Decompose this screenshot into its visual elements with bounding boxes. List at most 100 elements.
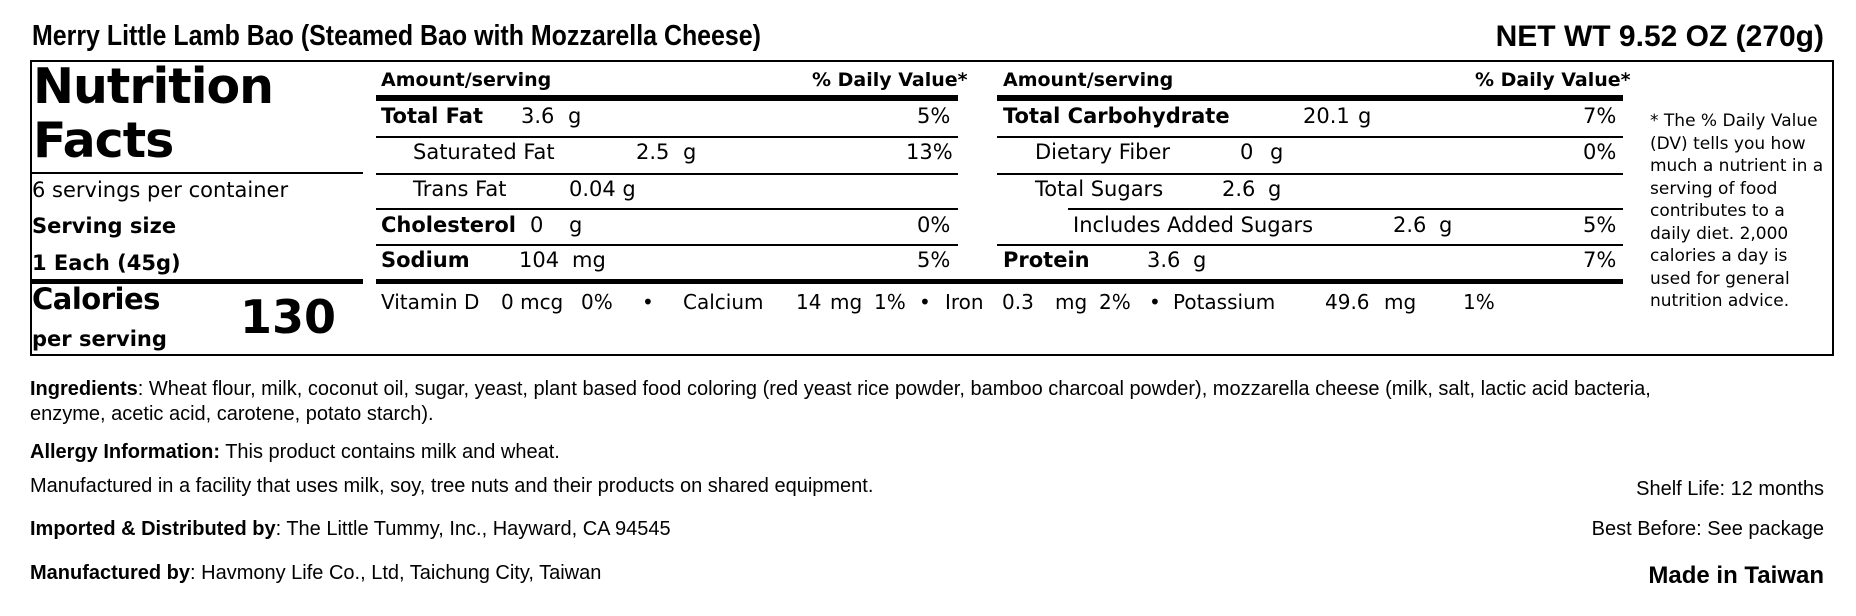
nutrient-unit: g: [683, 140, 697, 164]
per-serving-label: per serving: [32, 327, 167, 351]
nutrient-amount: 104: [519, 248, 560, 272]
serving-size-value: 1 Each (45g): [32, 251, 181, 275]
nutrient-amount: 0: [1240, 140, 1254, 164]
nutrient-dv: 7%: [1583, 104, 1617, 128]
serving-size-label: Serving size: [32, 214, 177, 238]
right-amount-header: Amount/serving: [1003, 69, 1174, 91]
iron-dv: 2%: [1099, 290, 1131, 314]
calcium-amount: 14: [796, 290, 822, 314]
thick-divider: [376, 95, 958, 101]
nutrient-label: Total Carbohydrate: [1003, 104, 1230, 128]
nutrient-unit: mg: [572, 248, 606, 272]
ingredients-line-1: Ingredients: Wheat flour, milk, coconut …: [30, 378, 1651, 401]
nutrient-dv: 5%: [1583, 213, 1617, 237]
nutrient-label: Saturated Fat: [413, 140, 555, 164]
potassium-unit: mg: [1384, 290, 1417, 314]
potassium-amount: 49.6: [1325, 290, 1370, 314]
calories-value: 130: [240, 290, 337, 344]
nutrient-dv: 0%: [1583, 140, 1617, 164]
iron-amount: 0.3: [1002, 290, 1034, 314]
nutrient-label: Total Fat: [381, 104, 484, 128]
nutrient-unit: g: [569, 213, 583, 237]
iron-label: Iron: [945, 290, 984, 314]
row-divider: [997, 244, 1623, 246]
nutrient-label: Trans Fat: [413, 177, 507, 201]
nutrient-label: Protein: [1003, 248, 1090, 272]
row-divider: [1068, 208, 1623, 210]
heading-line-2: Facts: [33, 112, 174, 169]
bullet-separator: •: [919, 290, 931, 314]
divider: [30, 172, 363, 174]
bullet-separator: •: [1149, 290, 1161, 314]
heading-line-1: Nutrition: [33, 58, 274, 115]
ingredients-text: : Wheat flour, milk, coconut oil, sugar,…: [137, 378, 1651, 400]
calcium-label: Calcium: [683, 290, 764, 314]
nutrient-amount: 2.6: [1393, 213, 1427, 237]
nutrient-label: Sodium: [381, 248, 470, 272]
facility-statement: Manufactured in a facility that uses mil…: [30, 475, 874, 497]
nutrient-dv: 0%: [917, 213, 951, 237]
nutrient-label: Dietary Fiber: [1035, 140, 1171, 164]
row-divider: [997, 173, 1623, 175]
calories-label: Calories: [32, 282, 160, 316]
potassium-label: Potassium: [1173, 290, 1276, 314]
thick-divider: [30, 279, 363, 284]
ingredients-label: Ingredients: [30, 378, 138, 400]
nutrient-label: Cholesterol: [381, 213, 516, 237]
imported-text: : The Little Tummy, Inc., Hayward, CA 94…: [275, 518, 671, 540]
nutrient-dv: 5%: [917, 248, 951, 272]
nutrient-dv: 5%: [917, 104, 951, 128]
nutrition-panel: [30, 60, 1834, 356]
nutrient-label: Includes Added Sugars: [1073, 213, 1314, 237]
allergy-text: This product contains milk and wheat.: [220, 441, 560, 463]
product-title: Merry Little Lamb Bao (Steamed Bao with …: [32, 20, 761, 52]
daily-value-footnote: * The % Daily Value (DV) tells you how m…: [1650, 111, 1824, 311]
allergy-information: Allergy Information: This product contai…: [30, 441, 560, 464]
manufactured-label: Manufactured by: [30, 562, 191, 584]
nutrient-amount: 3.6: [521, 104, 555, 128]
vitamin-d-amount: 0 mcg: [501, 290, 564, 314]
row-divider: [376, 173, 958, 175]
imported-distributed-by: Imported & Distributed by: The Little Tu…: [30, 518, 671, 541]
nutrient-unit: g: [568, 104, 582, 128]
nutrient-amount: 20.1: [1303, 104, 1350, 128]
manufactured-by: Manufactured by: Havmony Life Co., Ltd, …: [30, 562, 601, 585]
vitamin-d-label: Vitamin D: [381, 290, 480, 314]
nutrient-amount: 0.04 g: [569, 177, 636, 201]
nutrient-unit: g: [1270, 140, 1284, 164]
nutrient-amount: 2.5: [636, 140, 670, 164]
left-dv-header: % Daily Value*: [812, 69, 968, 91]
nutrient-unit: g: [1268, 177, 1282, 201]
nutrition-facts-heading: Nutrition Facts: [33, 58, 274, 169]
nutrient-unit: g: [1358, 104, 1372, 128]
vitamin-d-dv: 0%: [581, 290, 613, 314]
potassium-dv: 1%: [1463, 290, 1495, 314]
nutrient-amount: 2.6: [1222, 177, 1256, 201]
nutrient-unit: g: [1439, 213, 1453, 237]
calcium-unit: mg: [830, 290, 863, 314]
imported-label: Imported & Distributed by: [30, 518, 276, 540]
servings-per-container: 6 servings per container: [32, 178, 289, 202]
nutrient-amount: 3.6: [1147, 248, 1181, 272]
net-weight: NET WT 9.52 OZ (270g): [1495, 20, 1824, 53]
shelf-life: Shelf Life: 12 months: [1636, 478, 1824, 500]
thick-divider: [376, 279, 1623, 284]
iron-unit: mg: [1055, 290, 1088, 314]
ingredients-line-2: enzyme, acetic acid, carotene, potato st…: [30, 403, 434, 425]
row-divider: [997, 136, 1623, 138]
allergy-label: Allergy Information:: [30, 441, 221, 463]
nutrient-dv: 13%: [906, 140, 953, 164]
nutrient-dv: 7%: [1583, 248, 1617, 272]
manufactured-text: : Havmony Life Co., Ltd, Taichung City, …: [190, 562, 602, 584]
bullet-separator: •: [642, 290, 654, 314]
nutrient-label: Total Sugars: [1035, 177, 1164, 201]
right-dv-header: % Daily Value*: [1475, 69, 1631, 91]
row-divider: [376, 208, 958, 210]
best-before: Best Before: See package: [1591, 518, 1824, 540]
row-divider: [376, 244, 958, 246]
nutrient-unit: g: [1193, 248, 1207, 272]
nutrient-amount: 0: [530, 213, 544, 237]
calcium-dv: 1%: [874, 290, 906, 314]
thick-divider: [997, 95, 1623, 101]
row-divider: [376, 136, 958, 138]
